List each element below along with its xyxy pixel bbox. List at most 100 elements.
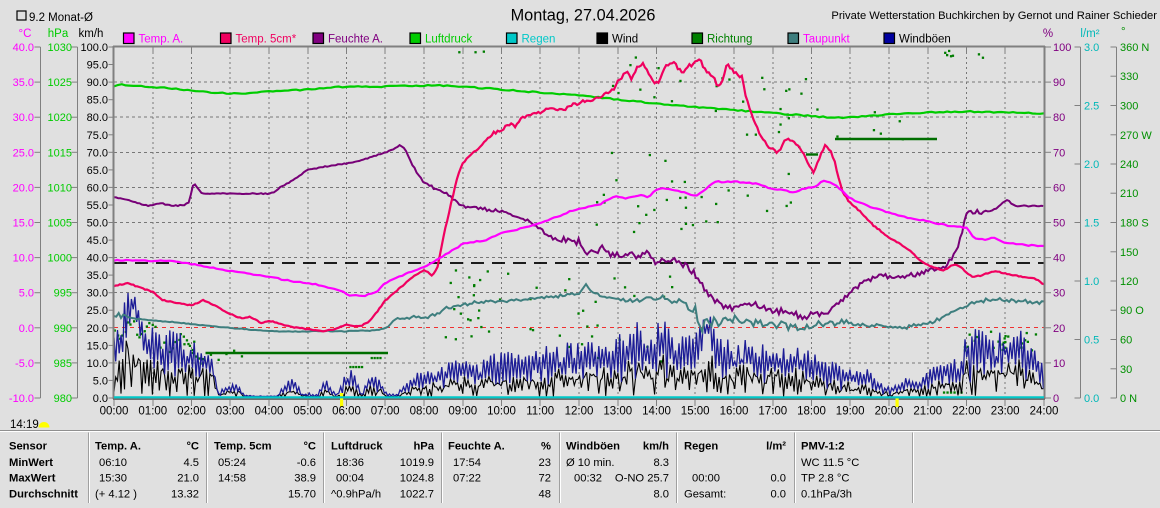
svg-text:Luftdruck: Luftdruck <box>331 441 383 453</box>
svg-text:0 N: 0 N <box>1120 393 1137 405</box>
svg-text:13:00: 13:00 <box>603 406 632 418</box>
svg-text:00:00: 00:00 <box>100 406 129 418</box>
svg-text:1005: 1005 <box>48 218 72 230</box>
svg-text:03:00: 03:00 <box>216 406 245 418</box>
svg-text:40.0: 40.0 <box>87 253 108 265</box>
svg-text:330: 330 <box>1120 71 1138 83</box>
svg-text:05:00: 05:00 <box>293 406 322 418</box>
svg-text:Sensor: Sensor <box>9 441 48 453</box>
svg-text:Luftdruck: Luftdruck <box>425 34 473 46</box>
svg-text:0.5: 0.5 <box>1084 335 1099 347</box>
svg-text:2.0: 2.0 <box>1084 159 1099 171</box>
svg-text:17:54: 17:54 <box>453 457 481 469</box>
svg-text:WC 11.5 °C: WC 11.5 °C <box>801 457 859 469</box>
svg-text:Temp. 5cm*: Temp. 5cm* <box>236 34 297 46</box>
svg-text:30.0: 30.0 <box>13 112 34 124</box>
svg-text:Feuchte A.: Feuchte A. <box>328 34 383 46</box>
svg-text:°C: °C <box>19 28 32 40</box>
svg-text:300: 300 <box>1120 101 1138 113</box>
svg-text:0: 0 <box>1053 393 1059 405</box>
svg-text:10:00: 10:00 <box>487 406 516 418</box>
svg-text:00:32: 00:32 <box>574 472 602 484</box>
svg-text:23:00: 23:00 <box>991 406 1020 418</box>
svg-text:50: 50 <box>1053 218 1065 230</box>
svg-text:180 S: 180 S <box>1120 218 1149 230</box>
svg-text:35.0: 35.0 <box>13 77 34 89</box>
svg-text:Montag, 27.04.2026: Montag, 27.04.2026 <box>511 7 656 25</box>
svg-text:70.0: 70.0 <box>87 147 108 159</box>
svg-text:20.0: 20.0 <box>87 323 108 335</box>
svg-text:95.0: 95.0 <box>87 60 108 72</box>
svg-text:40.0: 40.0 <box>13 42 34 54</box>
svg-text:01:00: 01:00 <box>138 406 167 418</box>
svg-text:90 O: 90 O <box>1120 305 1144 317</box>
svg-text:°C: °C <box>186 441 199 453</box>
svg-text:^0.9hPa/h: ^0.9hPa/h <box>331 488 381 500</box>
svg-text:Windböen: Windböen <box>566 441 620 453</box>
svg-text:19:00: 19:00 <box>836 406 865 418</box>
svg-text:1.5: 1.5 <box>1084 218 1099 230</box>
svg-text:06:00: 06:00 <box>332 406 361 418</box>
svg-text:Durchschnitt: Durchschnitt <box>9 488 78 500</box>
svg-text:240: 240 <box>1120 159 1138 171</box>
svg-text:TP 2.8 °C: TP 2.8 °C <box>801 472 849 484</box>
svg-text:-5.0: -5.0 <box>15 358 34 370</box>
svg-text:Regen: Regen <box>684 441 718 453</box>
svg-text:11:00: 11:00 <box>526 406 554 418</box>
svg-text:0.0: 0.0 <box>19 323 34 335</box>
svg-text:MaxWert: MaxWert <box>9 472 56 484</box>
svg-text:12:00: 12:00 <box>565 406 594 418</box>
svg-text:80.0: 80.0 <box>87 112 108 124</box>
svg-text:(+ 4.12 ): (+ 4.12 ) <box>95 488 137 500</box>
svg-text:1019.9: 1019.9 <box>400 457 434 469</box>
svg-text:15.0: 15.0 <box>13 218 34 230</box>
svg-text:07:22: 07:22 <box>453 472 481 484</box>
svg-text:17:00: 17:00 <box>758 406 787 418</box>
svg-text:l/m²: l/m² <box>1080 28 1099 40</box>
svg-text:14:19: 14:19 <box>10 419 39 431</box>
svg-text:80: 80 <box>1053 112 1065 124</box>
svg-text:65.0: 65.0 <box>87 165 108 177</box>
svg-text:13.32: 13.32 <box>171 488 199 500</box>
svg-text:Regen: Regen <box>522 34 556 46</box>
svg-text:60: 60 <box>1053 182 1065 194</box>
svg-text:Ø 10 min.: Ø 10 min. <box>566 457 615 469</box>
svg-text:25.0: 25.0 <box>87 305 108 317</box>
svg-text:1.0: 1.0 <box>1084 276 1099 288</box>
svg-text:45.0: 45.0 <box>87 235 108 247</box>
svg-text:20:00: 20:00 <box>875 406 904 418</box>
svg-text:Feuchte A.: Feuchte A. <box>448 441 505 453</box>
svg-text:1025: 1025 <box>48 77 72 89</box>
svg-text:km/h: km/h <box>643 441 669 453</box>
svg-text:09:00: 09:00 <box>448 406 477 418</box>
svg-text:-10.0: -10.0 <box>9 393 34 405</box>
svg-text:14:58: 14:58 <box>218 472 246 484</box>
svg-text:360 N: 360 N <box>1120 42 1149 54</box>
svg-text:1030: 1030 <box>48 42 72 54</box>
svg-text:10.0: 10.0 <box>13 253 34 265</box>
svg-text:25.0: 25.0 <box>13 147 34 159</box>
svg-text:120: 120 <box>1120 276 1138 288</box>
svg-text:30.0: 30.0 <box>87 288 108 300</box>
svg-text:15.0: 15.0 <box>87 340 108 352</box>
svg-text:05:24: 05:24 <box>218 457 246 469</box>
svg-text:70: 70 <box>1053 147 1065 159</box>
svg-text:Taupunkt: Taupunkt <box>803 34 850 46</box>
svg-text:1024.8: 1024.8 <box>400 472 434 484</box>
svg-text:Windböen: Windböen <box>899 34 951 46</box>
svg-text:90.0: 90.0 <box>87 77 108 89</box>
svg-text:75.0: 75.0 <box>87 130 108 142</box>
svg-text:35.0: 35.0 <box>87 270 108 282</box>
svg-text:8.3: 8.3 <box>653 457 669 469</box>
svg-text:04:00: 04:00 <box>255 406 284 418</box>
svg-text:hPa: hPa <box>48 28 69 40</box>
svg-text:24:00: 24:00 <box>1030 406 1059 418</box>
svg-text:06:10: 06:10 <box>99 457 127 469</box>
svg-text:55.0: 55.0 <box>87 200 108 212</box>
svg-text:270 W: 270 W <box>1120 130 1152 142</box>
svg-text:48: 48 <box>539 488 551 500</box>
svg-text:1015: 1015 <box>48 147 72 159</box>
svg-text:15:30: 15:30 <box>99 472 127 484</box>
svg-text:Temp. 5cm: Temp. 5cm <box>214 441 272 453</box>
svg-text:100.0: 100.0 <box>80 42 108 54</box>
